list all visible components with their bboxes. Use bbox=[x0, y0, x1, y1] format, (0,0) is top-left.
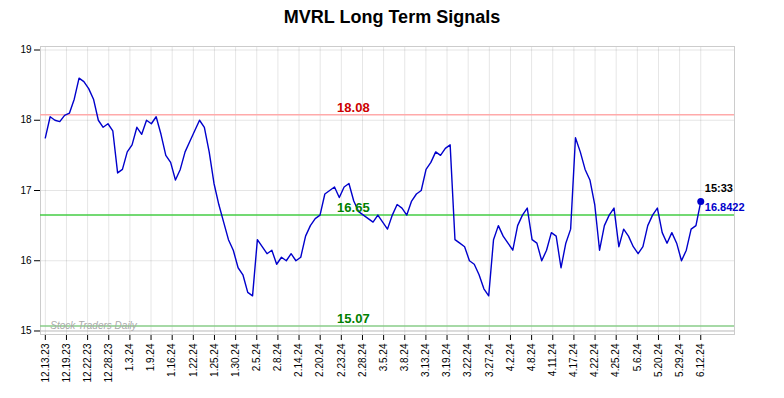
svg-text:16.65: 16.65 bbox=[337, 200, 370, 215]
svg-text:5.6.24: 5.6.24 bbox=[632, 343, 643, 371]
svg-text:4.25.24: 4.25.24 bbox=[610, 343, 621, 377]
svg-text:6.12.24: 6.12.24 bbox=[695, 343, 706, 377]
svg-text:12.22.23: 12.22.23 bbox=[82, 343, 93, 382]
svg-text:15.07: 15.07 bbox=[337, 311, 370, 326]
svg-text:15: 15 bbox=[20, 325, 32, 336]
svg-text:1.16.24: 1.16.24 bbox=[166, 343, 177, 377]
svg-text:1.22.24: 1.22.24 bbox=[188, 343, 199, 377]
svg-text:5.20.24: 5.20.24 bbox=[653, 343, 664, 377]
svg-text:1.3.24: 1.3.24 bbox=[124, 343, 135, 371]
svg-text:2.23.24: 2.23.24 bbox=[336, 343, 347, 377]
svg-text:3.13.24: 3.13.24 bbox=[420, 343, 431, 377]
svg-text:18: 18 bbox=[20, 114, 32, 125]
svg-text:1.9.24: 1.9.24 bbox=[145, 343, 156, 371]
svg-text:16: 16 bbox=[20, 255, 32, 266]
svg-text:4.22.24: 4.22.24 bbox=[589, 343, 600, 377]
svg-text:3.27.24: 3.27.24 bbox=[484, 343, 495, 377]
svg-text:1.30.24: 1.30.24 bbox=[230, 343, 241, 377]
svg-text:2.14.24: 2.14.24 bbox=[293, 343, 304, 377]
svg-text:4.8.24: 4.8.24 bbox=[526, 343, 537, 371]
svg-text:2.28.24: 2.28.24 bbox=[357, 343, 368, 377]
svg-text:2.5.24: 2.5.24 bbox=[251, 343, 262, 371]
svg-text:Stock Traders Daily: Stock Traders Daily bbox=[50, 320, 138, 331]
svg-text:2.8.24: 2.8.24 bbox=[272, 343, 283, 371]
svg-text:4.11.24: 4.11.24 bbox=[547, 343, 558, 376]
svg-text:15:33: 15:33 bbox=[705, 182, 733, 194]
svg-text:3.22.24: 3.22.24 bbox=[462, 343, 473, 377]
html-text:MVRL Long Term Signals: MVRL Long Term Signals bbox=[283, 7, 501, 27]
svg-text:3.8.24: 3.8.24 bbox=[399, 343, 410, 371]
svg-text:3.5.24: 3.5.24 bbox=[378, 343, 389, 371]
svg-text:19: 19 bbox=[20, 44, 32, 55]
svg-text:5.29.24: 5.29.24 bbox=[674, 343, 685, 377]
svg-text:18.08: 18.08 bbox=[337, 100, 370, 115]
svg-text:3.19.24: 3.19.24 bbox=[441, 343, 452, 377]
svg-text:2.20.24: 2.20.24 bbox=[314, 343, 325, 377]
svg-text:12.13.23: 12.13.23 bbox=[40, 343, 51, 382]
svg-text:17: 17 bbox=[20, 185, 32, 196]
svg-text:12.19.23: 12.19.23 bbox=[61, 343, 72, 382]
svg-text:1.25.24: 1.25.24 bbox=[209, 343, 220, 377]
svg-text:4.17.24: 4.17.24 bbox=[568, 343, 579, 377]
svg-text:16.8422: 16.8422 bbox=[705, 201, 745, 213]
svg-text:4.2.24: 4.2.24 bbox=[505, 343, 516, 371]
svg-text:12.28.23: 12.28.23 bbox=[103, 343, 114, 382]
